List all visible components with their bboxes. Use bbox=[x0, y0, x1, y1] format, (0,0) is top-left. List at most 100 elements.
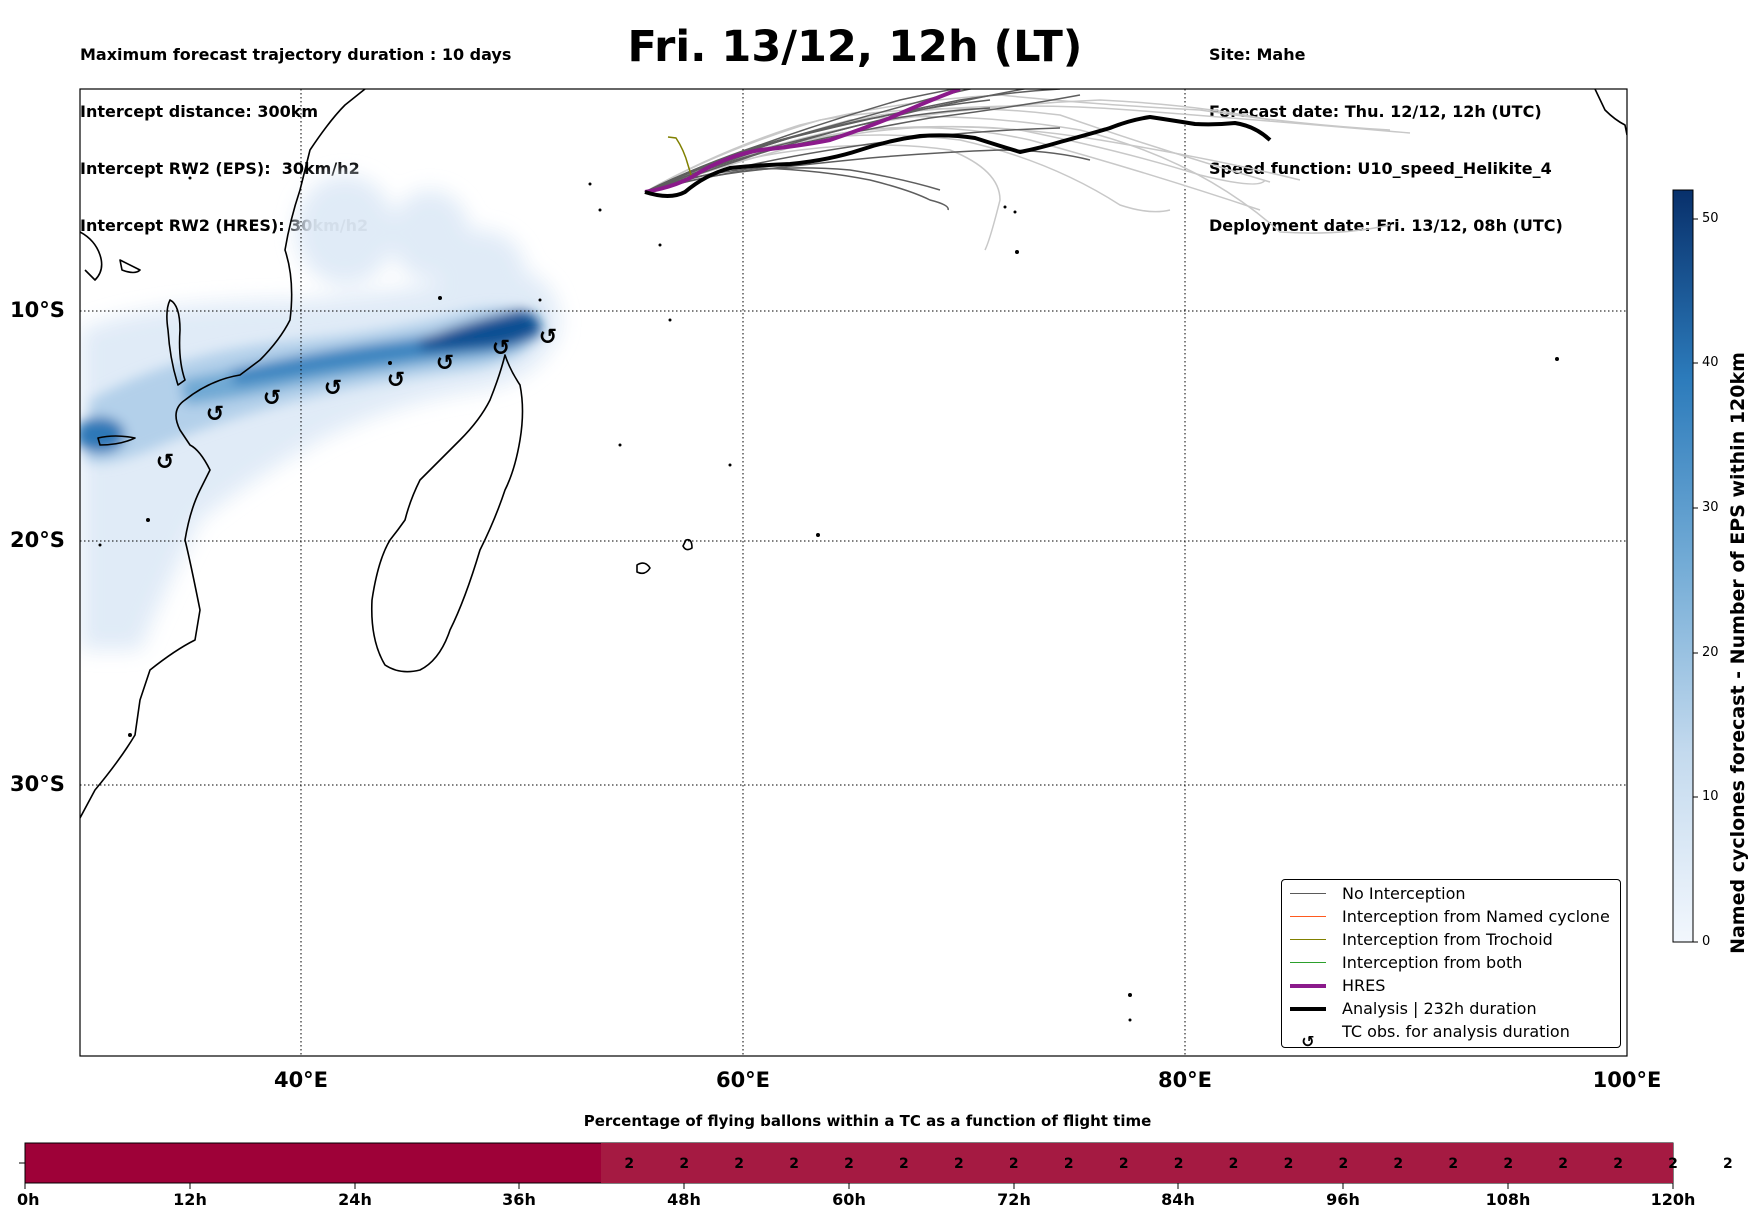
thick-purple-line-icon bbox=[1290, 983, 1326, 988]
colorbar-tick-40: 40 bbox=[1702, 355, 1719, 370]
legend-label: Interception from both bbox=[1342, 953, 1523, 972]
trochoid-interception-track bbox=[667, 136, 693, 179]
cyclone-symbol-icon: ↺ bbox=[436, 351, 454, 376]
map-legend: No Interception Interception from Named … bbox=[1281, 879, 1621, 1051]
lat-label-20s: 20°S bbox=[10, 528, 65, 552]
thick-black-line-icon bbox=[1290, 1006, 1326, 1011]
header-right-line-1: Site: Mahe bbox=[1209, 45, 1306, 64]
page-title: Fri. 13/12, 12h (LT) bbox=[627, 22, 1083, 72]
cyclone-density-field bbox=[80, 175, 560, 650]
cyclone-symbol-icon: ↺ bbox=[539, 325, 557, 350]
colorbar-tick-30: 30 bbox=[1702, 500, 1719, 515]
legend-label: TC obs. for analysis duration bbox=[1342, 1022, 1570, 1041]
thin-green-line-icon bbox=[1290, 962, 1326, 963]
lat-label-30s: 30°S bbox=[10, 772, 65, 796]
time-label: 0h bbox=[17, 1190, 40, 1209]
flight-time-cell-value: 2 bbox=[1009, 1156, 1019, 1172]
flight-time-cell-value: 2 bbox=[1448, 1156, 1458, 1172]
flight-time-cell-value: 2 bbox=[1119, 1156, 1129, 1172]
legend-label: No Interception bbox=[1342, 884, 1466, 903]
header-left-line-1: Maximum forecast trajectory duration : 1… bbox=[80, 45, 512, 64]
legend-item-analysis: Analysis | 232h duration bbox=[1290, 997, 1620, 1020]
cyclone-symbol-icon: ↺ bbox=[206, 402, 224, 427]
thin-olive-line-icon bbox=[1290, 939, 1326, 940]
colorbar-tick-0: 0 bbox=[1702, 934, 1711, 949]
legend-item-tc-obs: ↺ TC obs. for analysis duration bbox=[1301, 1022, 1570, 1051]
time-label: 84h bbox=[1161, 1190, 1195, 1209]
hres-track bbox=[644, 89, 961, 194]
flight-time-cell-value: 2 bbox=[679, 1156, 689, 1172]
flight-time-cell-value: 2 bbox=[789, 1156, 799, 1172]
time-label: 12h bbox=[173, 1190, 207, 1209]
lon-label-80e: 80°E bbox=[1157, 1068, 1213, 1092]
flight-time-title: Percentage of flying ballons within a TC… bbox=[583, 1112, 1152, 1130]
header-right-line-4: Deployment date: Fri. 13/12, 08h (UTC) bbox=[1209, 216, 1563, 235]
colorbar-ticks bbox=[1693, 218, 1698, 943]
time-label: 36h bbox=[502, 1190, 536, 1209]
legend-item-trochoid: Interception from Trochoid bbox=[1290, 928, 1620, 951]
flight-time-cell-value: 2 bbox=[734, 1156, 744, 1172]
flight-time-bar-highlight bbox=[601, 1143, 1673, 1183]
flight-time-ticks bbox=[19, 1162, 1674, 1189]
cyclone-symbol-icon: ↺ bbox=[156, 450, 174, 475]
lon-label-60e: 60°E bbox=[715, 1068, 771, 1092]
cyclone-symbol-icon: ↺ bbox=[324, 376, 342, 401]
analysis-track bbox=[644, 114, 1272, 198]
eps-trajectories-light bbox=[644, 94, 1411, 251]
time-label: 24h bbox=[338, 1190, 372, 1209]
time-label: 72h bbox=[997, 1190, 1031, 1209]
map-gridlines bbox=[80, 89, 1627, 1056]
header-right-line-2: Forecast date: Thu. 12/12, 12h (UTC) bbox=[1209, 102, 1542, 121]
colorbar-tick-10: 10 bbox=[1702, 789, 1719, 804]
time-label: 108h bbox=[1485, 1190, 1531, 1209]
flight-time-cell-value: 2 bbox=[1064, 1156, 1074, 1172]
lat-label-10s: 10°S bbox=[10, 298, 65, 322]
time-label: 60h bbox=[832, 1190, 866, 1209]
flight-time-cell-value: 2 bbox=[1339, 1156, 1349, 1172]
flight-time-cell-value: 2 bbox=[1174, 1156, 1184, 1172]
flight-time-cell-value: 2 bbox=[1503, 1156, 1513, 1172]
header-left-line-2: Intercept distance: 300km bbox=[80, 102, 319, 121]
header-left-block: Maximum forecast trajectory duration : 1… bbox=[80, 7, 511, 254]
cyclone-symbol-icon: ↺ bbox=[387, 368, 405, 393]
map-content: ↺ ↺ ↺ ↺ ↺ ↺ ↺ ↺ bbox=[80, 89, 1627, 1056]
colorbar bbox=[1672, 189, 1694, 943]
thin-gray-line-icon bbox=[1290, 893, 1326, 894]
legend-label: HRES bbox=[1342, 976, 1386, 995]
flight-time-cell-value: 2 bbox=[954, 1156, 964, 1172]
lon-label-40e: 40°E bbox=[273, 1068, 329, 1092]
flight-time-cell-value: 2 bbox=[1229, 1156, 1239, 1172]
flight-time-cell-value: 2 bbox=[624, 1156, 634, 1172]
colorbar-tick-20: 20 bbox=[1702, 645, 1719, 660]
flight-time-cell-value: 2 bbox=[899, 1156, 909, 1172]
lon-label-100e: 100°E bbox=[1592, 1068, 1662, 1092]
time-label: 48h bbox=[667, 1190, 701, 1209]
header-right-block: Site: Mahe Forecast date: Thu. 12/12, 12… bbox=[1209, 7, 1563, 254]
flight-time-cell-value: 2 bbox=[1723, 1156, 1733, 1172]
legend-label: Analysis | 232h duration bbox=[1342, 999, 1537, 1018]
legend-label: Interception from Named cyclone bbox=[1342, 907, 1610, 926]
colorbar-tick-50: 50 bbox=[1702, 211, 1719, 226]
flight-time-cell-value: 2 bbox=[1284, 1156, 1294, 1172]
flight-time-cell-value: 2 bbox=[844, 1156, 854, 1172]
cyclone-symbol-icon: ↺ bbox=[492, 336, 510, 361]
legend-label: Interception from Trochoid bbox=[1342, 930, 1553, 949]
legend-item-both: Interception from both bbox=[1290, 951, 1620, 974]
tc-observations: ↺ ↺ ↺ ↺ ↺ ↺ ↺ ↺ bbox=[156, 325, 557, 475]
map-frame bbox=[79, 88, 1628, 1057]
flight-time-cell-value: 2 bbox=[1393, 1156, 1403, 1172]
time-label: 96h bbox=[1326, 1190, 1360, 1209]
legend-item-hres: HRES bbox=[1290, 974, 1620, 997]
time-label: 120h bbox=[1650, 1190, 1696, 1209]
legend-item-no-interception: No Interception bbox=[1290, 882, 1620, 905]
legend-item-named-cyclone: Interception from Named cyclone bbox=[1290, 905, 1620, 928]
header-right-line-3: Speed function: U10_speed_Helikite_4 bbox=[1209, 159, 1552, 178]
flight-time-cell-value: 2 bbox=[1558, 1156, 1568, 1172]
coastlines bbox=[80, 89, 1627, 819]
thin-orange-line-icon bbox=[1290, 916, 1326, 917]
cyclone-symbol-icon: ↺ bbox=[263, 386, 281, 411]
flight-time-cell-value: 2 bbox=[1668, 1156, 1678, 1172]
flight-time-cell-value: 2 bbox=[1613, 1156, 1623, 1172]
flight-time-cell-values: 22222222222222222222222222 bbox=[624, 1156, 1733, 1172]
